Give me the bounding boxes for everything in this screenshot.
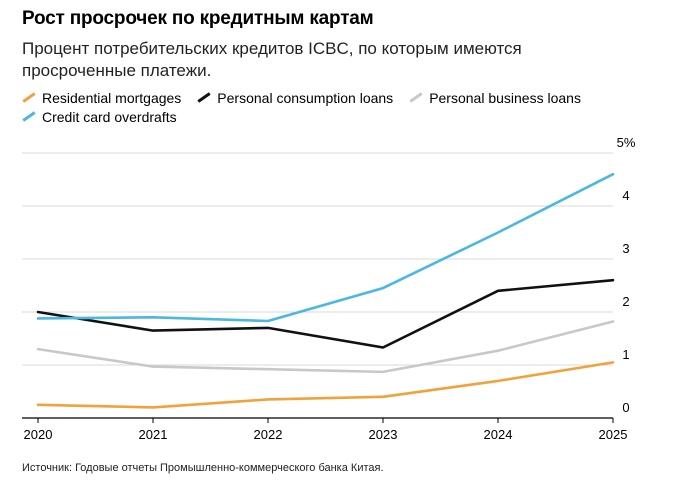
legend-item-credit-card-overdrafts: Credit card overdrafts [22,109,177,125]
y-tick-label: 1 [622,347,629,362]
legend: Residential mortgages Personal consumpti… [22,88,662,126]
legend-item-personal-business-loans: Personal business loans [409,90,581,106]
y-tick-label: 0 [622,400,629,415]
source-note: Источник: Годовые отчеты Промышленно-ком… [22,462,384,474]
x-tick-label: 2022 [254,427,283,442]
y-tick-label: 2 [622,294,629,309]
series-line-personal-consumption-loans [36,278,615,349]
chart-subtitle: Процент потребительских кредитов ICBC, п… [22,39,522,80]
x-tick-label: 2023 [369,427,398,442]
chart-title: Рост просрочек по кредитным картам [22,8,374,29]
y-tick-label: 4 [622,188,629,203]
legend-item-residential-mortgages: Residential mortgages [22,90,181,106]
series-line-credit-card-overdrafts [36,172,615,323]
x-tick-label: 2021 [139,427,168,442]
legend-item-personal-consumption-loans: Personal consumption loans [197,90,393,106]
x-tick-label: 2020 [24,427,53,442]
series-line-personal-business-loans [36,320,615,374]
legend-label-credit-card-overdrafts: Credit card overdrafts [42,108,177,125]
x-tick-label: 2025 [599,427,628,442]
legend-label-personal-business-loans: Personal business loans [429,89,581,106]
legend-label-residential-mortgages: Residential mortgages [42,89,182,106]
legend-label-personal-consumption-loans: Personal consumption loans [217,89,394,106]
series-line-residential-mortgages [36,361,615,409]
x-tick-label: 2024 [484,427,513,442]
y-tick-label: 3 [622,241,629,256]
y-tick-label: 5% [617,135,636,150]
